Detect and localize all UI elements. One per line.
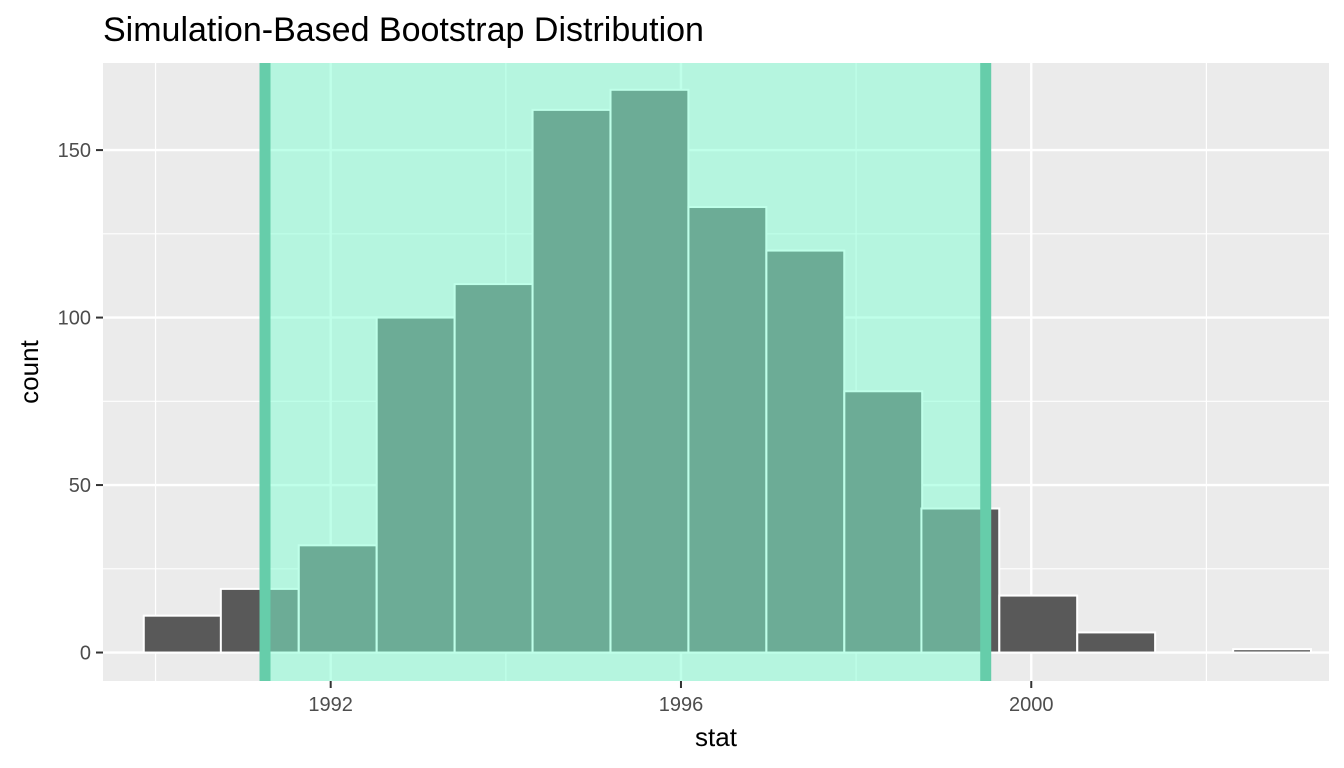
chart-title: Simulation-Based Bootstrap Distribution <box>103 11 704 49</box>
x-axis-title: stat <box>695 722 738 752</box>
y-axis-title: count <box>14 339 44 403</box>
histogram-bar <box>1076 631 1157 654</box>
histogram-bar <box>1232 648 1313 654</box>
y-tick-label: 50 <box>69 475 91 497</box>
x-tick-label: 1992 <box>308 694 353 716</box>
x-axis: 1992 1996 2000 <box>308 681 1054 716</box>
histogram-bar <box>998 594 1079 654</box>
x-tick-label: 2000 <box>1009 694 1054 716</box>
y-tick-label: 0 <box>80 643 91 665</box>
y-tick-label: 100 <box>58 308 91 330</box>
confidence-interval <box>259 63 992 681</box>
y-axis: 0 50 100 150 <box>58 140 103 665</box>
x-tick-label: 1996 <box>659 694 704 716</box>
histogram-bar <box>142 614 223 654</box>
y-tick-label: 150 <box>58 140 91 162</box>
ci-shaded-region <box>265 63 986 681</box>
